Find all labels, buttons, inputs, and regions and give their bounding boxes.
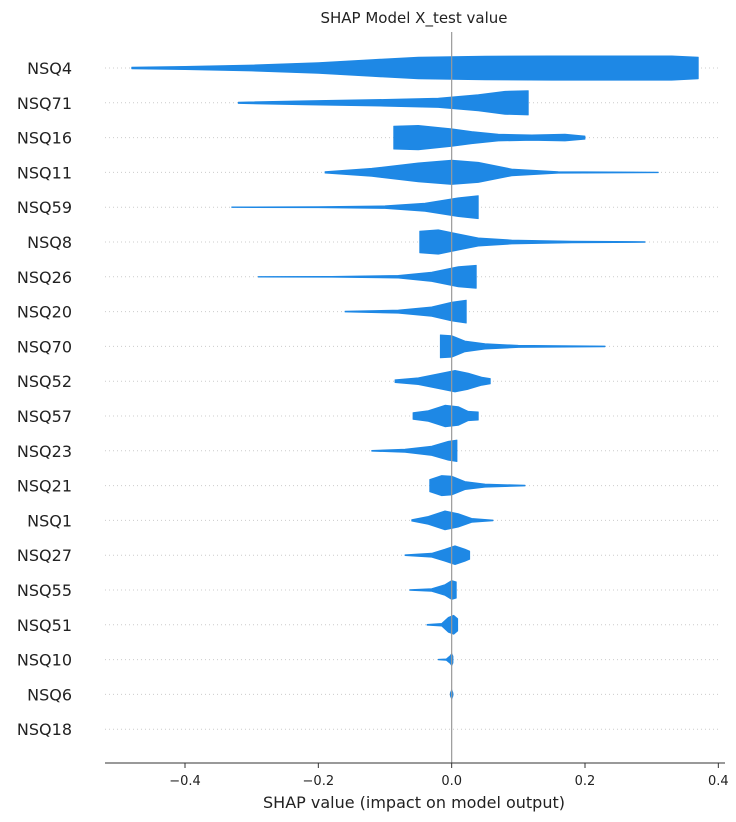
feature-label: NSQ4 (27, 59, 72, 78)
violin-nsq4 (131, 55, 699, 81)
x-tick-label: −0.4 (169, 774, 201, 789)
feature-label: NSQ51 (17, 616, 72, 635)
violin-nsq26 (257, 264, 477, 289)
x-tick-label: 0.4 (708, 774, 729, 789)
violin-nsq27 (404, 545, 471, 565)
violin-nsq16 (393, 125, 586, 151)
feature-label: NSQ10 (17, 651, 72, 670)
violin-nsq52 (394, 370, 491, 393)
violin-nsq51 (426, 614, 459, 635)
violin-nsq57 (412, 404, 479, 428)
x-tick-label: 0.0 (441, 774, 462, 789)
violin-nsq59 (231, 195, 479, 220)
x-tick-label: −0.2 (303, 774, 335, 789)
violin-nsq1 (411, 510, 494, 531)
feature-label: NSQ57 (17, 407, 72, 426)
violin-nsq55 (409, 580, 457, 600)
x-tick-label: 0.2 (575, 774, 596, 789)
feature-label: NSQ27 (17, 546, 72, 565)
feature-label: NSQ55 (17, 581, 72, 600)
violins (131, 55, 699, 700)
violin-nsq11 (324, 159, 659, 185)
violin-nsq21 (429, 475, 526, 497)
violin-nsq8 (419, 229, 646, 255)
feature-label: NSQ21 (17, 477, 72, 496)
feature-label: NSQ71 (17, 94, 72, 113)
chart-title: SHAP Model X_test value (320, 9, 507, 28)
violin-nsq71 (237, 90, 529, 116)
feature-label: NSQ70 (17, 337, 72, 356)
feature-label: NSQ1 (27, 511, 72, 530)
feature-label: NSQ16 (17, 129, 72, 148)
feature-label: NSQ6 (27, 685, 72, 704)
x-axis-ticks: −0.4 −0.2 0.0 0.2 0.4 (169, 763, 729, 789)
x-axis-title: SHAP value (impact on model output) (263, 793, 565, 812)
feature-label: NSQ52 (17, 372, 72, 391)
feature-label: NSQ26 (17, 268, 72, 287)
violin-nsq10 (437, 653, 454, 667)
violin-nsq23 (371, 439, 458, 462)
feature-label: NSQ20 (17, 303, 72, 322)
violin-nsq20 (344, 299, 467, 324)
feature-label: NSQ23 (17, 442, 72, 461)
feature-labels: NSQ4 NSQ71 NSQ16 NSQ11 NSQ59 NSQ8 NSQ26 NSQ20 NS… (17, 59, 72, 739)
violin-nsq70 (439, 334, 606, 359)
feature-label: NSQ11 (17, 163, 72, 182)
feature-label: NSQ59 (17, 198, 72, 217)
feature-label: NSQ18 (17, 720, 72, 739)
feature-label: NSQ8 (27, 233, 72, 252)
